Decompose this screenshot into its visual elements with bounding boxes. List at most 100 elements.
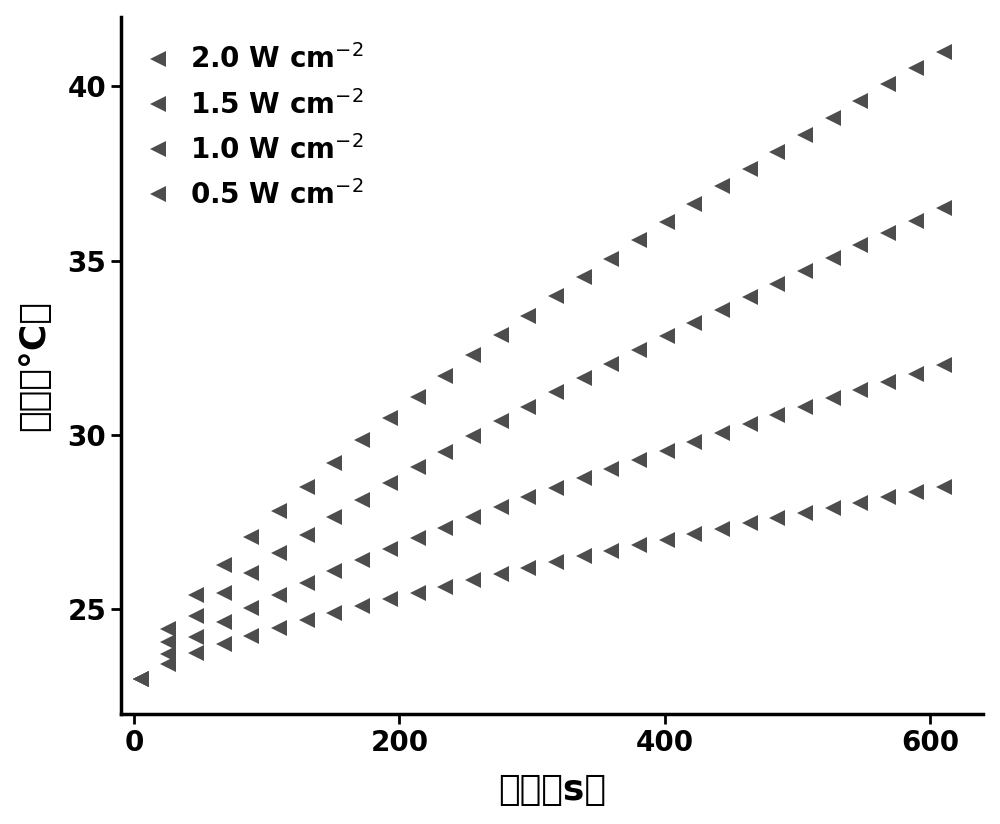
0.5 W cm$^{-2}$ — [384, 595, 396, 605]
2.0 W cm$^{-2}$ — [522, 311, 534, 321]
1.5 W cm$^{-2}$ — [439, 447, 451, 456]
1.5 W cm$^{-2}$ — [218, 588, 230, 598]
1.5 W cm$^{-2}$ — [467, 432, 479, 442]
2.0 W cm$^{-2}$ — [495, 330, 507, 340]
1.0 W cm$^{-2}$ — [190, 632, 202, 642]
0.5 W cm$^{-2}$ — [412, 588, 424, 598]
1.5 W cm$^{-2}$ — [910, 216, 922, 226]
2.0 W cm$^{-2}$ — [273, 506, 285, 516]
2.0 W cm$^{-2}$ — [716, 181, 728, 191]
0.5 W cm$^{-2}$ — [688, 529, 700, 539]
0.5 W cm$^{-2}$ — [356, 602, 368, 611]
1.5 W cm$^{-2}$ — [162, 637, 174, 647]
0.5 W cm$^{-2}$ — [218, 639, 230, 649]
0.5 W cm$^{-2}$ — [439, 582, 451, 592]
2.0 W cm$^{-2}$ — [301, 482, 313, 492]
Legend: 2.0 W cm$^{-2}$, 1.5 W cm$^{-2}$, 1.0 W cm$^{-2}$, 0.5 W cm$^{-2}$: 2.0 W cm$^{-2}$, 1.5 W cm$^{-2}$, 1.0 W … — [135, 30, 378, 224]
0.5 W cm$^{-2}$ — [882, 493, 894, 503]
1.0 W cm$^{-2}$ — [135, 674, 147, 684]
1.0 W cm$^{-2}$ — [467, 513, 479, 522]
2.0 W cm$^{-2}$ — [854, 96, 866, 105]
1.5 W cm$^{-2}$ — [938, 204, 950, 213]
2.0 W cm$^{-2}$ — [412, 392, 424, 402]
1.0 W cm$^{-2}$ — [799, 402, 811, 412]
1.5 W cm$^{-2}$ — [412, 462, 424, 472]
0.5 W cm$^{-2}$ — [550, 557, 562, 567]
2.0 W cm$^{-2}$ — [190, 590, 202, 600]
1.5 W cm$^{-2}$ — [522, 401, 534, 411]
1.0 W cm$^{-2}$ — [854, 385, 866, 395]
1.5 W cm$^{-2}$ — [882, 228, 894, 238]
0.5 W cm$^{-2}$ — [744, 518, 756, 528]
1.0 W cm$^{-2}$ — [716, 428, 728, 438]
1.5 W cm$^{-2}$ — [799, 266, 811, 276]
1.0 W cm$^{-2}$ — [578, 473, 590, 483]
1.5 W cm$^{-2}$ — [633, 345, 645, 355]
2.0 W cm$^{-2}$ — [356, 435, 368, 445]
2.0 W cm$^{-2}$ — [605, 254, 617, 264]
0.5 W cm$^{-2}$ — [162, 659, 174, 669]
1.5 W cm$^{-2}$ — [688, 318, 700, 328]
2.0 W cm$^{-2}$ — [744, 164, 756, 174]
1.5 W cm$^{-2}$ — [771, 279, 783, 288]
1.5 W cm$^{-2}$ — [661, 331, 673, 341]
0.5 W cm$^{-2}$ — [633, 541, 645, 550]
1.0 W cm$^{-2}$ — [661, 446, 673, 456]
1.5 W cm$^{-2}$ — [356, 495, 368, 505]
2.0 W cm$^{-2}$ — [218, 559, 230, 569]
2.0 W cm$^{-2}$ — [550, 292, 562, 302]
1.5 W cm$^{-2}$ — [550, 387, 562, 397]
2.0 W cm$^{-2}$ — [688, 199, 700, 209]
1.0 W cm$^{-2}$ — [273, 590, 285, 600]
1.0 W cm$^{-2}$ — [910, 368, 922, 378]
Line: 2.0 W cm$^{-2}$: 2.0 W cm$^{-2}$ — [133, 44, 951, 687]
0.5 W cm$^{-2}$ — [301, 616, 313, 625]
1.0 W cm$^{-2}$ — [495, 503, 507, 513]
1.0 W cm$^{-2}$ — [439, 522, 451, 532]
1.5 W cm$^{-2}$ — [190, 611, 202, 620]
1.0 W cm$^{-2}$ — [328, 566, 340, 576]
0.5 W cm$^{-2}$ — [190, 648, 202, 658]
2.0 W cm$^{-2}$ — [633, 236, 645, 246]
0.5 W cm$^{-2}$ — [827, 503, 839, 513]
1.0 W cm$^{-2}$ — [412, 533, 424, 543]
0.5 W cm$^{-2}$ — [522, 563, 534, 573]
1.0 W cm$^{-2}$ — [384, 544, 396, 554]
1.0 W cm$^{-2}$ — [245, 603, 257, 613]
2.0 W cm$^{-2}$ — [827, 113, 839, 123]
2.0 W cm$^{-2}$ — [661, 218, 673, 227]
1.0 W cm$^{-2}$ — [882, 377, 894, 386]
0.5 W cm$^{-2}$ — [135, 674, 147, 684]
0.5 W cm$^{-2}$ — [578, 551, 590, 561]
1.0 W cm$^{-2}$ — [771, 410, 783, 420]
0.5 W cm$^{-2}$ — [910, 488, 922, 498]
1.0 W cm$^{-2}$ — [301, 578, 313, 588]
1.0 W cm$^{-2}$ — [162, 649, 174, 659]
1.0 W cm$^{-2}$ — [744, 419, 756, 429]
1.5 W cm$^{-2}$ — [605, 359, 617, 369]
2.0 W cm$^{-2}$ — [771, 147, 783, 157]
2.0 W cm$^{-2}$ — [938, 47, 950, 57]
2.0 W cm$^{-2}$ — [910, 63, 922, 73]
X-axis label: 时间（s）: 时间（s） — [498, 774, 606, 808]
2.0 W cm$^{-2}$ — [328, 458, 340, 468]
2.0 W cm$^{-2}$ — [799, 129, 811, 139]
2.0 W cm$^{-2}$ — [162, 624, 174, 634]
0.5 W cm$^{-2}$ — [273, 623, 285, 633]
1.0 W cm$^{-2}$ — [605, 464, 617, 474]
1.5 W cm$^{-2}$ — [854, 241, 866, 250]
2.0 W cm$^{-2}$ — [578, 273, 590, 283]
1.0 W cm$^{-2}$ — [522, 493, 534, 503]
0.5 W cm$^{-2}$ — [245, 631, 257, 641]
0.5 W cm$^{-2}$ — [605, 545, 617, 555]
1.5 W cm$^{-2}$ — [578, 373, 590, 383]
2.0 W cm$^{-2}$ — [135, 674, 147, 684]
0.5 W cm$^{-2}$ — [716, 524, 728, 534]
1.5 W cm$^{-2}$ — [495, 416, 507, 426]
1.0 W cm$^{-2}$ — [633, 455, 645, 465]
1.0 W cm$^{-2}$ — [218, 617, 230, 627]
0.5 W cm$^{-2}$ — [661, 535, 673, 545]
1.5 W cm$^{-2}$ — [384, 479, 396, 489]
1.0 W cm$^{-2}$ — [827, 394, 839, 404]
0.5 W cm$^{-2}$ — [854, 498, 866, 508]
